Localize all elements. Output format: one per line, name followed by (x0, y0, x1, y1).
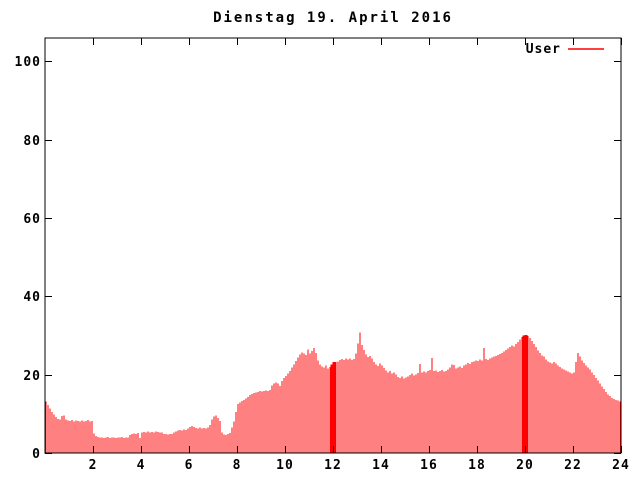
x-tick-label: 16 (420, 458, 438, 473)
x-tick-label: 20 (516, 458, 534, 473)
y-tick-label: 0 (32, 447, 41, 462)
x-tick-label: 12 (324, 458, 342, 473)
legend: User (526, 42, 604, 57)
y-tick-label: 100 (15, 55, 41, 70)
x-axis-labels: 2 4 6 8 10 12 14 16 18 20 22 24 (89, 458, 630, 473)
y-tick-label: 40 (23, 290, 41, 305)
x-tick-label: 14 (372, 458, 390, 473)
chart-title: Dienstag 19. April 2016 (213, 10, 453, 26)
x-tick-label: 6 (185, 458, 194, 473)
x-tick-label: 10 (276, 458, 294, 473)
x-tick-label: 4 (137, 458, 146, 473)
y-tick-label: 80 (23, 134, 41, 149)
x-tick-label: 18 (468, 458, 486, 473)
x-tick-label: 24 (612, 458, 630, 473)
y-tick-label: 60 (23, 212, 41, 227)
bar-series-user (45, 332, 621, 454)
y-axis-labels: 0 20 40 60 80 100 (15, 55, 41, 462)
axis-ticks (45, 38, 622, 454)
legend-label: User (526, 42, 561, 57)
x-tick-label: 2 (89, 458, 98, 473)
y-tick-label: 20 (23, 369, 41, 384)
x-tick-label: 8 (233, 458, 242, 473)
x-tick-label: 22 (564, 458, 582, 473)
